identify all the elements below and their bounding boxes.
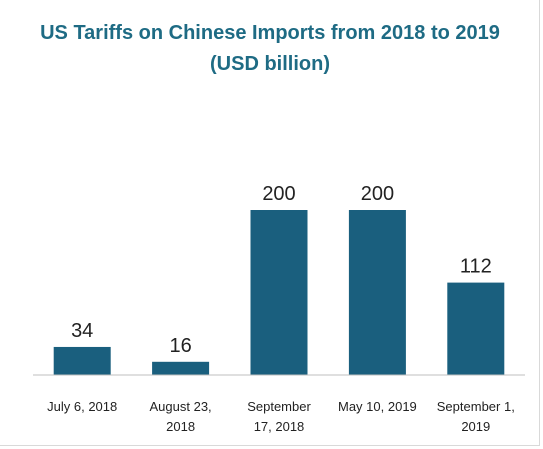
category-label-2-line-1: 17, 2018 <box>254 419 305 434</box>
bar-1 <box>152 361 210 375</box>
category-label-0: July 6, 2018 <box>47 399 117 414</box>
category-label-2-line-0: September <box>247 399 311 414</box>
chart-title: US Tariffs on Chinese Imports from 2018 … <box>40 22 500 75</box>
category-label-1-line-0: August 23, <box>150 399 212 414</box>
bars-group <box>53 210 505 375</box>
category-label-1-line-1: 2018 <box>166 419 195 434</box>
value-label-0: 34 <box>71 320 93 342</box>
category-labels-group: July 6, 2018 August 23, 2018 September 17, 2… <box>47 399 515 434</box>
bar-0 <box>53 346 111 375</box>
bar-3 <box>348 210 406 375</box>
bar-2 <box>250 210 308 375</box>
value-label-4: 112 <box>460 256 492 278</box>
category-label-4-line-1: 2019 <box>461 419 490 434</box>
category-label-3: May 10, 2019 <box>338 399 417 414</box>
value-label-2: 200 <box>262 183 295 205</box>
category-label-4-line-0: September 1, <box>437 399 515 414</box>
value-label-1: 16 <box>169 335 191 357</box>
bar-4 <box>447 282 505 375</box>
value-labels-group: 34 16 200 200 112 <box>71 183 492 357</box>
value-label-3: 200 <box>361 183 394 205</box>
